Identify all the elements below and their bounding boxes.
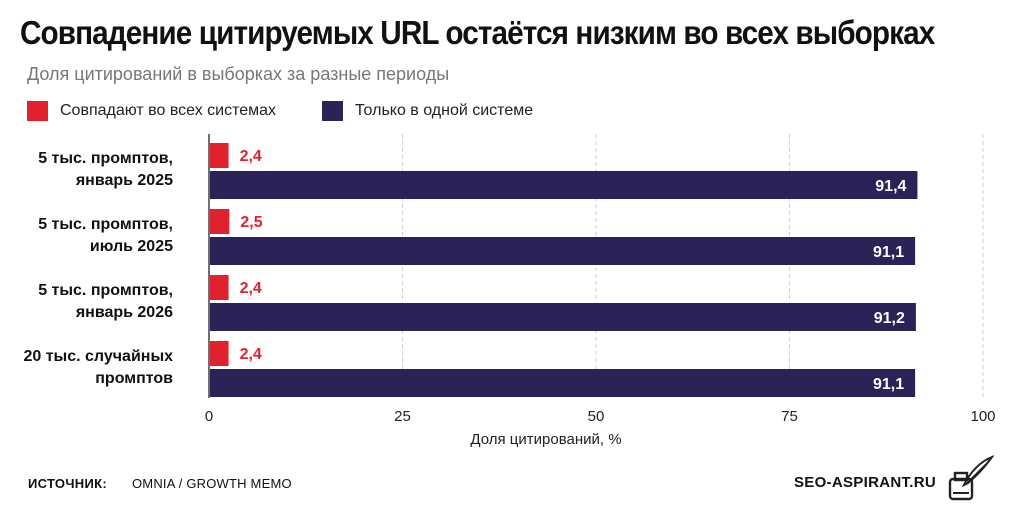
- y-category-label: 5 тыс. промптов, январь 2025: [38, 150, 173, 189]
- data-label-single: 91,1: [873, 376, 904, 393]
- legend-label-common: Совпадают во всех системах: [60, 102, 277, 119]
- y-category-label: 5 тыс. промптов, июль 2025: [38, 216, 173, 255]
- source-text: OMNIA / GROWTH MEMO: [132, 476, 292, 491]
- brand-name: SEO-ASPIRANT.RU: [793, 474, 936, 491]
- x-tick-label: 75: [781, 408, 798, 425]
- bar-single: [210, 369, 916, 397]
- legend-swatch-common: [27, 101, 48, 121]
- x-axis-label: Доля цитирований, %: [470, 431, 621, 448]
- bar-common: [210, 143, 229, 168]
- chart-title: Совпадение цитируемых URL остаётся низки…: [20, 14, 935, 51]
- legend-item-common: Совпадают во всех системах: [27, 101, 276, 121]
- bar-common: [210, 275, 229, 300]
- y-category-label: 20 тыс. случайных промптов: [23, 348, 173, 387]
- bar-single: [210, 171, 918, 199]
- data-label-single: 91,4: [875, 178, 906, 195]
- legend: Совпадают во всех системах Только в одно…: [27, 101, 579, 121]
- chart-subtitle: Доля цитирований в выборках за разные пе…: [27, 64, 450, 84]
- bar-chart: 0 25 50 75 100 Доля цитирований, % 5 тыс. пром…: [23, 134, 996, 448]
- data-label-common: 2,5: [240, 214, 262, 231]
- data-label-common: 2,4: [240, 346, 262, 363]
- legend-label-single: Только в одной системе: [355, 102, 534, 119]
- bar-common: [210, 341, 229, 366]
- data-label-common: 2,4: [240, 280, 262, 297]
- legend-item-single: Только в одной системе: [322, 101, 533, 121]
- data-label-common: 2,4: [240, 148, 262, 165]
- inkwell-quill-icon: [948, 455, 994, 501]
- source-label: ИСТОЧНИК:: [28, 476, 107, 491]
- bar-single: [210, 237, 916, 265]
- x-tick-label: 25: [394, 408, 411, 425]
- legend-swatch-single: [322, 101, 344, 121]
- bar-single: [210, 303, 916, 331]
- x-tick-label: 100: [970, 408, 995, 425]
- x-tick-label: 0: [205, 408, 213, 425]
- bar-common: [210, 209, 230, 234]
- data-label-single: 91,1: [873, 244, 904, 261]
- y-category-label: 5 тыс. промптов, январь 2026: [38, 282, 173, 321]
- data-label-single: 91,2: [874, 310, 905, 327]
- x-tick-label: 50: [588, 408, 605, 425]
